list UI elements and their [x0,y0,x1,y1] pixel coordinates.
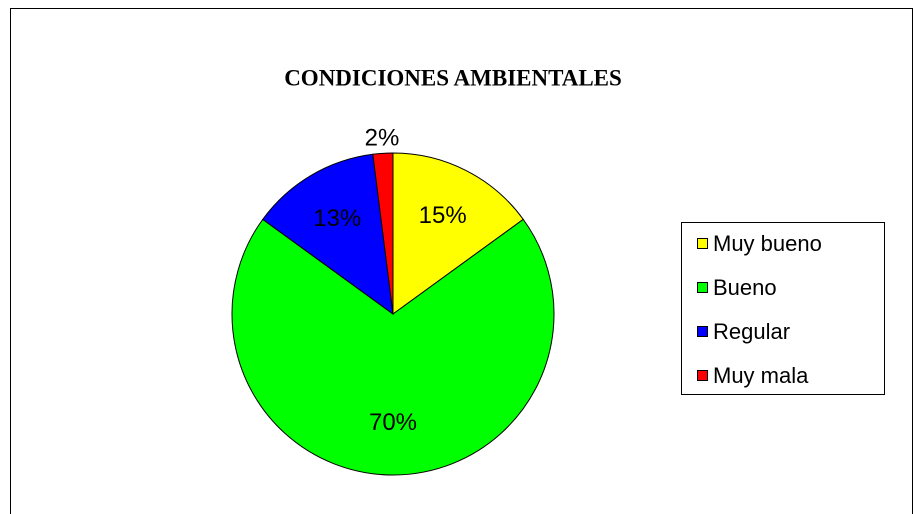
legend-label: Muy mala [713,363,809,388]
data-label: 70% [369,409,417,436]
legend-swatch [697,326,708,337]
pie-slice [231,218,555,476]
data-label: 15% [419,202,467,229]
legend-swatch [697,282,708,293]
chart-title: CONDICIONES AMBIENTALES [284,65,622,90]
pie-slice [262,153,394,316]
legend-swatch [697,370,708,381]
legend-label: Muy bueno [713,231,822,256]
pie-slice [392,152,524,315]
data-label: 13% [313,205,361,232]
legend-label: Bueno [713,275,777,300]
pie-slice [372,152,394,315]
legend-swatch [697,238,708,249]
legend-box [681,222,885,395]
data-label: 2% [365,125,400,152]
legend-label: Regular [713,319,790,344]
